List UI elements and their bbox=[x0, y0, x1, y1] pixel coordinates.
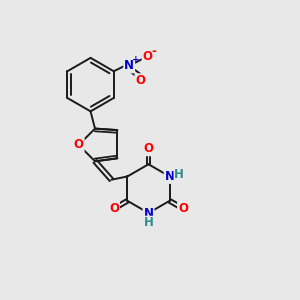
Text: +: + bbox=[132, 55, 140, 64]
Text: N: N bbox=[124, 59, 134, 72]
Text: N: N bbox=[143, 206, 154, 220]
Text: -: - bbox=[152, 44, 157, 58]
Text: O: O bbox=[136, 74, 146, 87]
Text: O: O bbox=[74, 138, 84, 152]
Text: O: O bbox=[143, 142, 154, 155]
Text: O: O bbox=[109, 202, 119, 215]
Text: O: O bbox=[178, 202, 188, 215]
Text: O: O bbox=[142, 50, 153, 63]
Text: H: H bbox=[174, 168, 184, 181]
Text: H: H bbox=[144, 216, 154, 229]
Text: N: N bbox=[165, 170, 175, 183]
